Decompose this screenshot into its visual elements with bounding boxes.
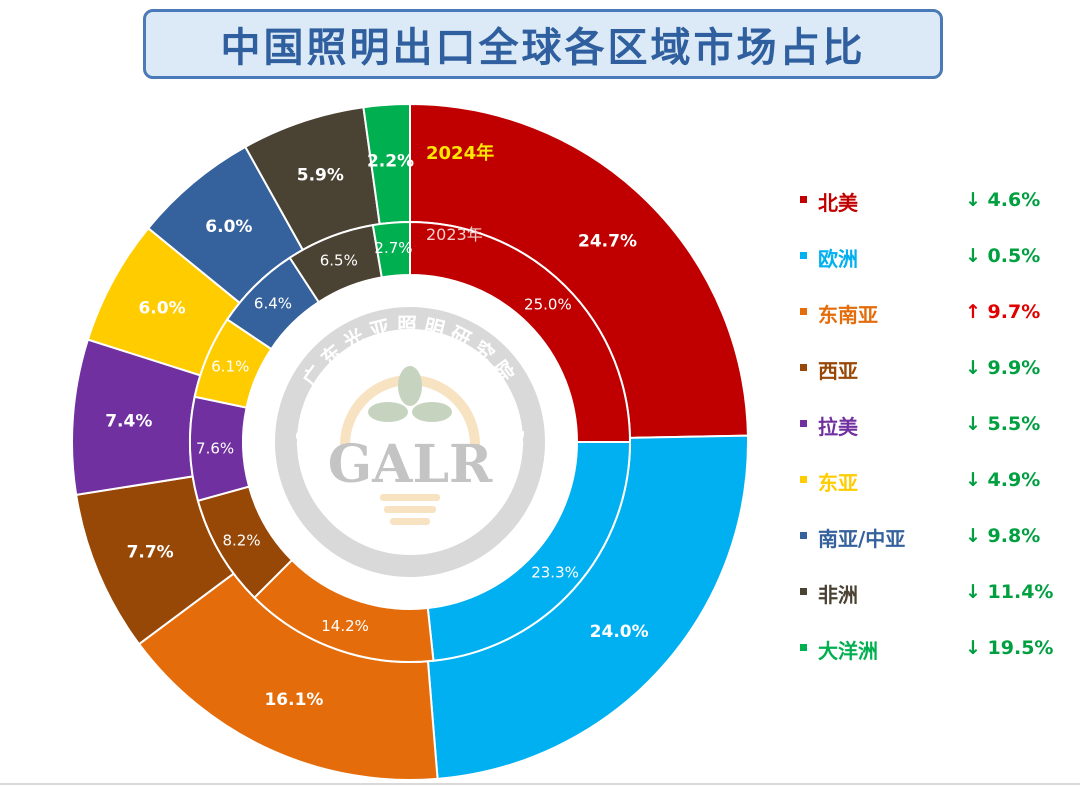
legend-change-value: ↓ 11.4% — [965, 581, 1054, 603]
data-label-2024-8: 2.2% — [367, 152, 414, 172]
chart-title: 中国照明出口全球各区域市场占比 — [220, 25, 866, 71]
legend-item: 非洲 ↓ 11.4% — [800, 575, 1060, 631]
legend-label: 南亚/中亚 — [818, 527, 906, 551]
data-label-2024-5: 6.0% — [138, 299, 185, 319]
legend-change-value: ↑ 9.7% — [965, 301, 1041, 323]
legend: 北美 ↓ 4.6% 欧洲 ↓ 0.5% 东南亚 ↑ 9.7% 西亚 ↓ 9.9% 拉美 ↓ 5.5… — [800, 183, 1060, 687]
data-label-2024-0: 24.7% — [578, 232, 637, 252]
series-label-2023: 2023年 — [426, 225, 483, 244]
data-label-2023-0: 25.0% — [524, 295, 572, 313]
legend-marker — [800, 364, 807, 371]
legend-label: 非洲 — [818, 583, 858, 607]
series-label-2024: 2024年 — [426, 142, 494, 164]
data-label-2023-5: 6.1% — [211, 357, 249, 375]
data-label-2023-6: 6.4% — [254, 295, 292, 313]
data-label-2024-2: 16.1% — [264, 690, 323, 710]
legend-label: 东南亚 — [818, 303, 878, 327]
legend-label: 拉美 — [818, 415, 858, 439]
data-label-2024-3: 7.7% — [127, 543, 174, 563]
data-label-2023-2: 14.2% — [321, 617, 369, 635]
legend-marker — [800, 196, 807, 203]
legend-marker — [800, 420, 807, 427]
legend-change-value: ↓ 4.6% — [965, 189, 1041, 211]
legend-change-value: ↓ 9.8% — [965, 525, 1041, 547]
slice-2023-8 — [371, 220, 411, 279]
legend-change-value: ↓ 4.9% — [965, 469, 1041, 491]
legend-item: 东南亚 ↑ 9.7% — [800, 295, 1060, 351]
legend-change-value: ↓ 19.5% — [965, 637, 1054, 659]
bottom-divider — [0, 783, 1080, 785]
leaf-icon — [398, 366, 422, 406]
legend-marker — [800, 644, 807, 651]
legend-item: 大洋洲 ↓ 19.5% — [800, 631, 1060, 687]
data-label-2024-7: 5.9% — [297, 166, 344, 186]
title-box: 中国照明出口全球各区域市场占比 — [143, 9, 943, 79]
legend-item: 欧洲 ↓ 0.5% — [800, 239, 1060, 295]
data-label-2024-4: 7.4% — [105, 412, 152, 432]
rings-group: 24.7% 24.0% 16.1% 7.7% 7.4% 6.0% 6.0% 5.9% 2.2% 2… — [71, 102, 749, 781]
legend-marker — [800, 532, 807, 539]
legend-label: 东亚 — [818, 471, 858, 495]
legend-change-value: ↓ 0.5% — [965, 245, 1041, 267]
leaf-icon — [412, 402, 452, 422]
legend-marker — [800, 588, 807, 595]
data-label-2024-6: 6.0% — [205, 217, 252, 237]
legend-label: 大洋洲 — [818, 639, 878, 663]
legend-marker — [800, 252, 807, 259]
legend-change-value: ↓ 9.9% — [965, 357, 1041, 379]
data-label-2023-1: 23.3% — [531, 564, 579, 582]
data-label-2024-1: 24.0% — [590, 622, 649, 642]
legend-item: 西亚 ↓ 9.9% — [800, 351, 1060, 407]
legend-marker — [800, 308, 807, 315]
legend-change-value: ↓ 5.5% — [965, 413, 1041, 435]
legend-label: 欧洲 — [818, 247, 858, 271]
leaf-icon — [368, 402, 408, 422]
data-label-2023-4: 7.6% — [196, 439, 234, 457]
watermark-logo-text: GALR — [328, 434, 493, 495]
legend-item: 北美 ↓ 4.6% — [800, 183, 1060, 239]
sun-arc-icon — [340, 375, 480, 446]
legend-item: 拉美 ↓ 5.5% — [800, 407, 1060, 463]
legend-label: 西亚 — [818, 359, 858, 383]
legend-label: 北美 — [818, 191, 858, 215]
legend-item: 南亚/中亚 ↓ 9.8% — [800, 519, 1060, 575]
legend-marker — [800, 476, 807, 483]
legend-item: 东亚 ↓ 4.9% — [800, 463, 1060, 519]
data-label-2023-7: 6.5% — [320, 252, 358, 270]
data-label-2023-3: 8.2% — [222, 531, 260, 549]
data-label-2023-8: 2.7% — [374, 239, 412, 257]
